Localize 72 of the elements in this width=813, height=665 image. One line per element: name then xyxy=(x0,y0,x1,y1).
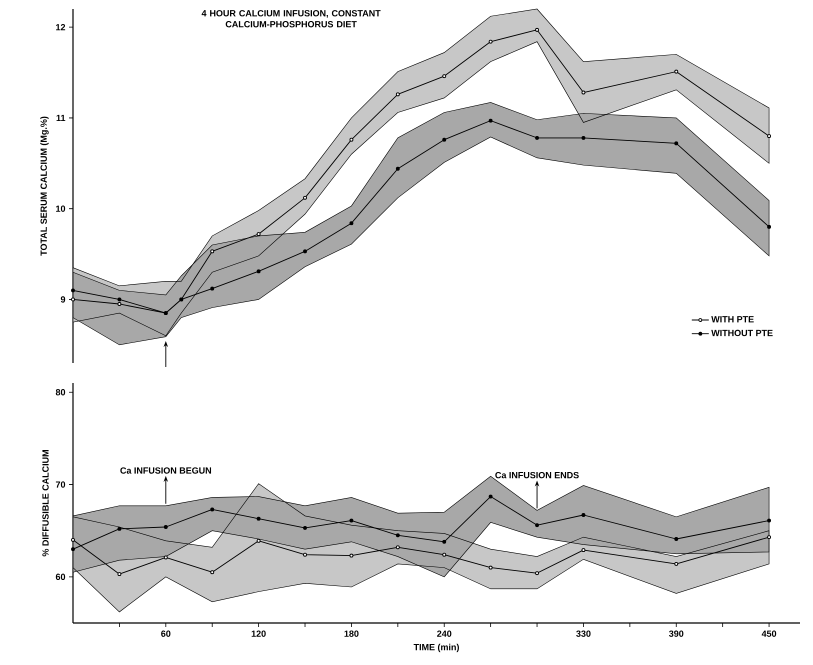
point xyxy=(256,232,261,236)
x-tick-label: 450 xyxy=(762,630,776,637)
point xyxy=(442,552,446,557)
annotation: Ca INFUSION ENDS xyxy=(495,472,579,478)
y-tick-label: 60 xyxy=(56,574,66,580)
point xyxy=(71,547,75,552)
point xyxy=(303,526,307,530)
point xyxy=(767,224,772,229)
point xyxy=(349,554,354,558)
point xyxy=(582,90,586,94)
point xyxy=(535,136,539,140)
point xyxy=(303,249,307,254)
point xyxy=(488,40,493,44)
point xyxy=(442,540,446,544)
point xyxy=(256,516,261,521)
y-axis-title: % DIFFUSIBLE CALCIUM xyxy=(42,450,49,556)
point xyxy=(582,548,586,552)
point xyxy=(349,138,354,142)
legend-label: WITH PTE xyxy=(711,316,754,322)
point xyxy=(349,221,354,226)
point xyxy=(396,166,400,171)
point xyxy=(582,136,586,140)
point xyxy=(210,508,214,512)
point xyxy=(256,269,261,274)
text: 4 HOUR CALCIUM INFUSION, CONSTANT CALCIUM-PHOSPHORUS DIET xyxy=(202,10,381,28)
y-tick-label: 9 xyxy=(60,296,66,303)
x-tick-label: 390 xyxy=(668,630,684,637)
point xyxy=(535,28,539,32)
point xyxy=(210,249,214,254)
point xyxy=(674,141,678,146)
point xyxy=(582,513,586,517)
point xyxy=(767,535,772,540)
point xyxy=(535,571,539,576)
point xyxy=(117,572,122,576)
point xyxy=(535,523,539,528)
x-tick-label: 180 xyxy=(344,630,359,637)
point xyxy=(488,118,493,123)
point xyxy=(164,556,168,560)
y-tick-label: 10 xyxy=(56,206,66,212)
y-tick-label: 70 xyxy=(56,481,66,488)
point xyxy=(303,552,307,557)
x-tick-label: 60 xyxy=(161,630,170,637)
y-tick-label: 12 xyxy=(56,24,66,30)
y-axis-title: TOTAL SERUM CALCIUM (Mg.%) xyxy=(40,116,49,256)
point xyxy=(767,134,772,138)
point xyxy=(442,74,446,78)
point xyxy=(674,70,678,74)
point xyxy=(396,92,400,96)
point xyxy=(396,533,400,538)
point xyxy=(210,570,214,574)
x-tick-label: 330 xyxy=(576,630,591,637)
point xyxy=(442,138,446,142)
point xyxy=(256,538,261,543)
point xyxy=(349,518,354,522)
point xyxy=(396,545,400,550)
point xyxy=(303,196,307,200)
point xyxy=(488,494,493,498)
point xyxy=(117,526,122,531)
legend-label: WITHOUT PTE xyxy=(711,330,773,336)
x-axis-title: TIME (min) xyxy=(414,644,459,652)
y-tick-label: 11 xyxy=(56,114,66,122)
point xyxy=(674,562,678,566)
x-tick-label: 240 xyxy=(437,630,452,637)
point xyxy=(488,566,493,570)
point xyxy=(210,286,214,291)
x-tick-label: 120 xyxy=(252,630,266,637)
point xyxy=(674,537,678,541)
y-tick-label: 80 xyxy=(56,389,66,396)
point xyxy=(164,525,168,529)
annotation: Ca INFUSION BEGUN xyxy=(120,467,212,474)
point xyxy=(71,538,75,542)
point xyxy=(767,518,772,522)
